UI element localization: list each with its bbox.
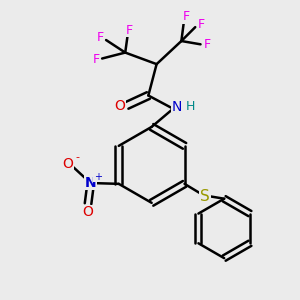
Text: F: F: [183, 10, 190, 23]
Text: O: O: [62, 157, 73, 171]
Text: F: F: [204, 38, 211, 52]
Text: O: O: [114, 99, 125, 113]
Text: F: F: [198, 18, 205, 31]
Text: H: H: [186, 100, 195, 113]
Text: -: -: [76, 152, 80, 162]
Text: O: O: [82, 205, 94, 219]
Text: F: F: [126, 24, 133, 37]
Text: N: N: [172, 100, 182, 114]
Text: S: S: [200, 189, 210, 204]
Text: F: F: [97, 31, 104, 44]
Text: +: +: [94, 172, 102, 182]
Text: N: N: [85, 176, 97, 190]
Text: F: F: [93, 53, 100, 66]
